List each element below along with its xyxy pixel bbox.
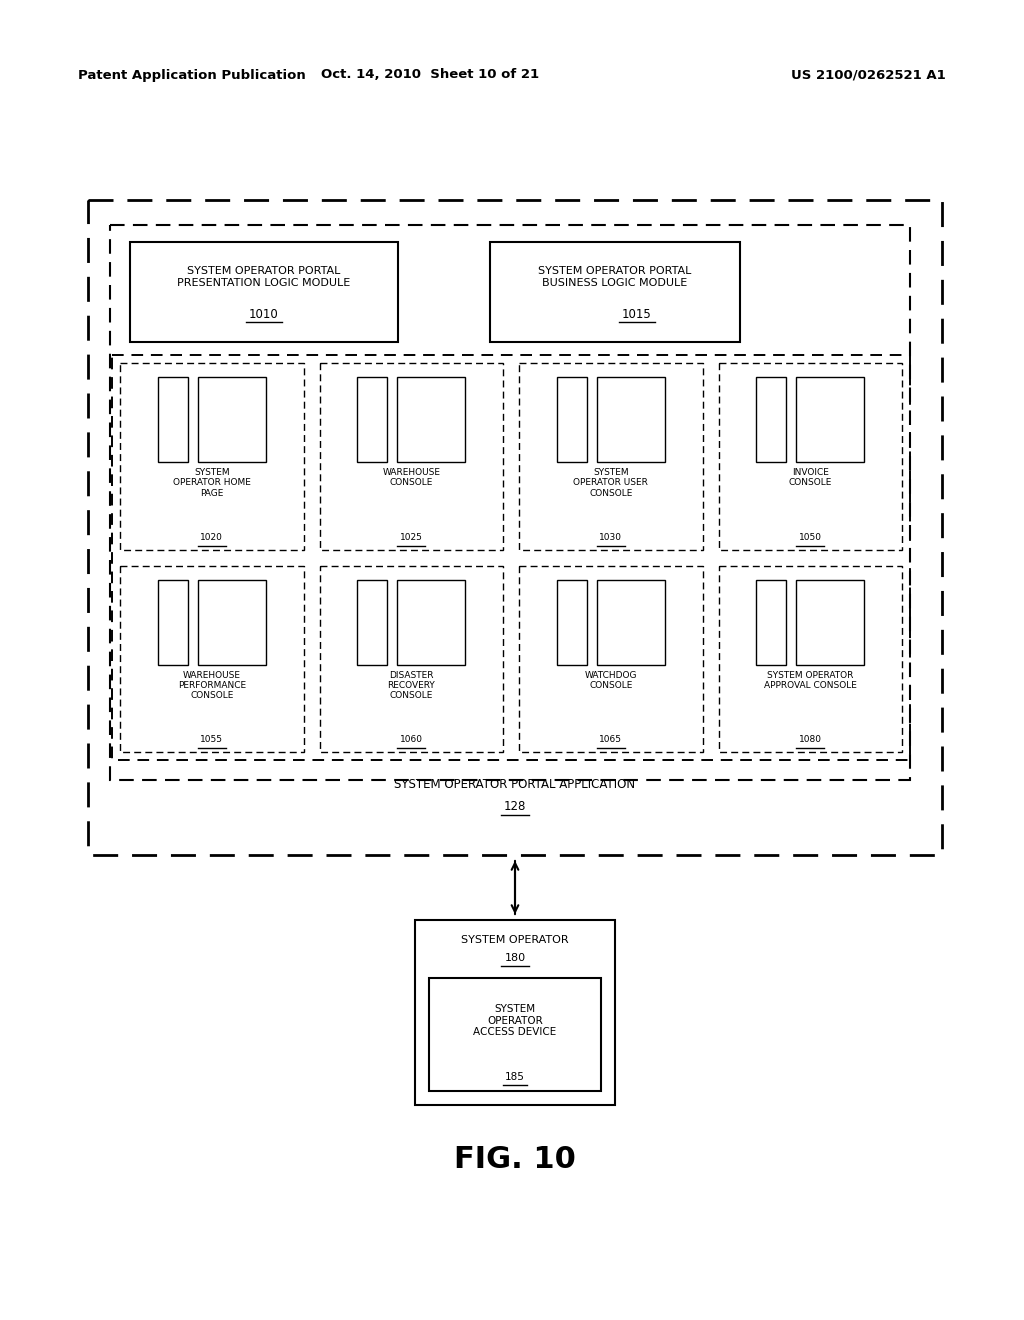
Bar [130, 242, 398, 342]
Text: 1030: 1030 [599, 533, 623, 543]
Text: Oct. 14, 2010  Sheet 10 of 21: Oct. 14, 2010 Sheet 10 of 21 [321, 69, 539, 82]
Bar [597, 579, 665, 664]
Text: SYSTEM
OPERATOR USER
CONSOLE: SYSTEM OPERATOR USER CONSOLE [573, 469, 648, 498]
Bar [158, 378, 187, 462]
Bar [357, 378, 387, 462]
Text: 1060: 1060 [399, 735, 423, 744]
Text: 180: 180 [505, 953, 525, 964]
Bar [415, 920, 615, 1105]
Text: INVOICE
CONSOLE: INVOICE CONSOLE [788, 469, 831, 487]
Bar [120, 565, 303, 752]
Text: 1080: 1080 [799, 735, 821, 744]
Bar [158, 579, 187, 664]
Bar [490, 242, 740, 342]
Text: 1065: 1065 [599, 735, 623, 744]
Bar [719, 363, 902, 549]
Text: WAREHOUSE
CONSOLE: WAREHOUSE CONSOLE [382, 469, 440, 487]
Text: 185: 185 [505, 1072, 525, 1082]
Text: 128: 128 [504, 800, 526, 813]
Bar [757, 579, 786, 664]
Bar [557, 579, 587, 664]
Text: DISASTER
RECOVERY
CONSOLE: DISASTER RECOVERY CONSOLE [387, 671, 435, 701]
Text: WAREHOUSE
PERFORMANCE
CONSOLE: WAREHOUSE PERFORMANCE CONSOLE [178, 671, 246, 701]
Text: SYSTEM OPERATOR PORTAL
PRESENTATION LOGIC MODULE: SYSTEM OPERATOR PORTAL PRESENTATION LOGI… [177, 267, 350, 288]
Text: 1055: 1055 [201, 735, 223, 744]
Bar [110, 224, 910, 780]
Text: 1015: 1015 [623, 308, 652, 321]
Text: SYSTEM
OPERATOR
ACCESS DEVICE: SYSTEM OPERATOR ACCESS DEVICE [473, 1005, 557, 1038]
Text: SYSTEM OPERATOR PORTAL APPLICATION: SYSTEM OPERATOR PORTAL APPLICATION [394, 779, 636, 792]
Text: SYSTEM OPERATOR: SYSTEM OPERATOR [461, 935, 568, 945]
Text: Patent Application Publication: Patent Application Publication [78, 69, 306, 82]
Bar [112, 355, 910, 760]
Bar [319, 565, 503, 752]
Text: 1010: 1010 [249, 308, 279, 321]
Bar [719, 565, 902, 752]
Text: 1050: 1050 [799, 533, 821, 543]
Bar [797, 579, 864, 664]
Text: WATCHDOG
CONSOLE: WATCHDOG CONSOLE [585, 671, 637, 690]
Bar [120, 363, 303, 549]
Bar [88, 201, 942, 855]
Text: SYSTEM OPERATOR PORTAL
BUSINESS LOGIC MODULE: SYSTEM OPERATOR PORTAL BUSINESS LOGIC MO… [539, 267, 691, 288]
Bar [519, 565, 702, 752]
Text: SYSTEM OPERATOR
APPROVAL CONSOLE: SYSTEM OPERATOR APPROVAL CONSOLE [764, 671, 857, 690]
Bar [357, 579, 387, 664]
Text: FIG. 10: FIG. 10 [454, 1146, 575, 1175]
Bar [319, 363, 503, 549]
Bar [397, 378, 465, 462]
Bar [397, 579, 465, 664]
Bar [429, 978, 601, 1092]
Bar [757, 378, 786, 462]
Bar [597, 378, 665, 462]
Text: 1025: 1025 [399, 533, 423, 543]
Bar [519, 363, 702, 549]
Bar [557, 378, 587, 462]
Text: SYSTEM
OPERATOR HOME
PAGE: SYSTEM OPERATOR HOME PAGE [173, 469, 251, 498]
Text: 1020: 1020 [201, 533, 223, 543]
Bar [198, 579, 265, 664]
Text: US 2100/0262521 A1: US 2100/0262521 A1 [792, 69, 946, 82]
Bar [198, 378, 265, 462]
Bar [797, 378, 864, 462]
